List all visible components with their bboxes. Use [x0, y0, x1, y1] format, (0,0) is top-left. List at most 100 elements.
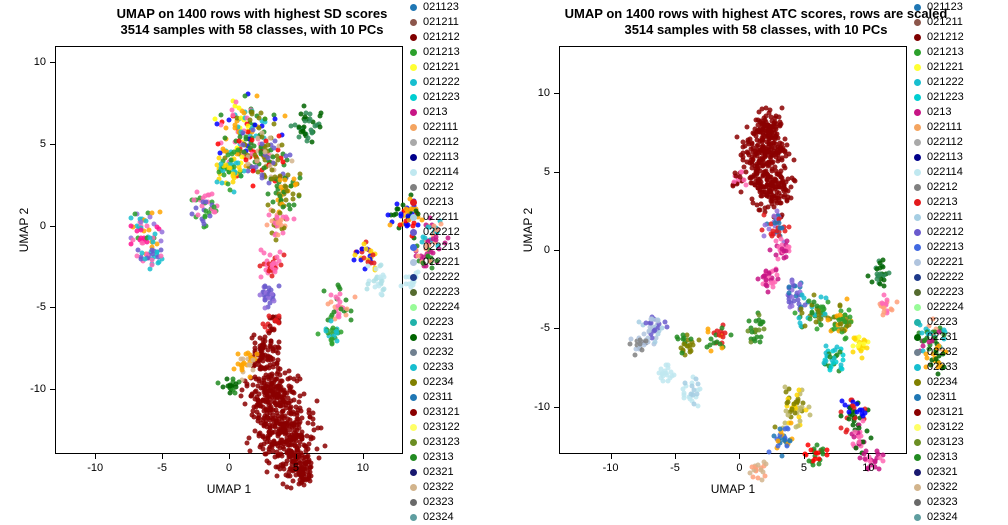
legend-label: 021222	[423, 77, 460, 88]
legend-swatch-icon	[914, 4, 921, 11]
legend-swatch-icon	[410, 124, 417, 131]
scatter-point	[228, 187, 233, 192]
scatter-point	[840, 367, 845, 372]
scatter-point	[246, 130, 251, 135]
legend-item: 022213	[410, 240, 460, 255]
scatter-point	[262, 306, 267, 311]
scatter-point	[648, 317, 653, 322]
y-tick-label: 5	[20, 138, 46, 150]
umap-panel-right: UMAP on 1400 rows with highest ATC score…	[504, 0, 1008, 504]
legend-label: 02311	[423, 392, 453, 403]
legend-item: 023123	[410, 435, 460, 450]
legend-label: 021212	[423, 32, 460, 43]
scatter-point	[783, 389, 788, 394]
scatter-point	[819, 304, 824, 309]
scatter-point	[287, 452, 292, 457]
scatter-point	[783, 409, 788, 414]
legend-label: 022222	[927, 272, 964, 283]
scatter-point	[275, 365, 280, 370]
scatter-point	[793, 310, 798, 315]
legend-label: 021123	[423, 2, 459, 13]
legend-label: 0213	[927, 107, 951, 118]
scatter-point	[302, 454, 307, 459]
scatter-point	[338, 307, 343, 312]
scatter-point	[289, 425, 294, 430]
scatter-point	[768, 189, 773, 194]
scatter-point	[768, 198, 773, 203]
scatter-point	[783, 148, 788, 153]
legend-label: 02234	[423, 377, 454, 388]
legend-swatch-icon	[410, 499, 417, 506]
y-tick-label: 10	[524, 87, 550, 99]
y-axis-label-right: UMAP 2	[521, 180, 535, 280]
scatter-point	[250, 367, 255, 372]
legend-label: 023121	[927, 407, 964, 418]
scatter-point	[762, 153, 767, 158]
scatter-point	[755, 277, 760, 282]
legend-item: 022224	[914, 300, 964, 315]
scatter-point	[238, 363, 243, 368]
scatter-point	[755, 167, 760, 172]
scatter-point	[743, 183, 748, 188]
scatter-point	[856, 426, 861, 431]
scatter-point	[250, 357, 255, 362]
scatter-point	[845, 296, 850, 301]
scatter-point	[759, 107, 764, 112]
scatter-point	[254, 159, 259, 164]
scatter-point	[783, 153, 788, 158]
scatter-point	[309, 436, 314, 441]
scatter-point	[269, 415, 274, 420]
legend-label: 021221	[423, 62, 460, 73]
legend-label: 022113	[423, 152, 459, 163]
legend-swatch-icon	[410, 34, 417, 41]
y-tick	[50, 307, 55, 308]
legend-item: 022222	[410, 270, 460, 285]
legend-item: 022112	[410, 135, 460, 150]
scatter-point	[777, 115, 782, 120]
scatter-point	[387, 222, 392, 227]
scatter-point	[370, 252, 375, 257]
scatter-point	[203, 208, 208, 213]
legend-item: 021222	[914, 75, 964, 90]
scatter-point	[774, 252, 779, 257]
scatter-point	[315, 447, 320, 452]
legend-item: 022221	[410, 255, 460, 270]
legend-swatch-icon	[410, 274, 417, 281]
scatter-point	[674, 335, 679, 340]
legend-item: 02322	[410, 480, 460, 495]
scatter-point	[763, 223, 768, 228]
legend-label: 02313	[423, 452, 454, 463]
scatter-point	[278, 426, 283, 431]
scatter-point	[288, 376, 293, 381]
scatter-point	[239, 388, 244, 393]
scatter-point	[316, 456, 321, 461]
legend-item: 022211	[914, 210, 964, 225]
legend-item: 02223	[410, 315, 460, 330]
legend-label: 021221	[927, 62, 964, 73]
scatter-point	[240, 130, 245, 135]
scatter-point	[277, 177, 282, 182]
scatter-point	[790, 304, 795, 309]
legend-label: 02324	[423, 512, 454, 523]
scatter-point	[786, 245, 791, 250]
scatter-point	[271, 199, 276, 204]
scatter-point	[283, 214, 288, 219]
legend-label: 02322	[927, 482, 958, 493]
scatter-point	[780, 246, 785, 251]
scatter-point	[259, 142, 264, 147]
scatter-point	[275, 345, 280, 350]
scatter-point	[797, 283, 802, 288]
scatter-point	[665, 362, 670, 367]
scatter-point	[365, 287, 370, 292]
legend-item: 02223	[914, 315, 964, 330]
scatter-point	[318, 125, 323, 130]
scatter-point	[797, 315, 802, 320]
scatter-point	[269, 176, 274, 181]
scatter-point	[844, 430, 849, 435]
scatter-point	[274, 408, 279, 413]
scatter-point	[761, 212, 766, 217]
x-tick	[363, 454, 364, 459]
scatter-point	[875, 451, 880, 456]
scatter-point	[843, 335, 848, 340]
legend-item: 023123	[914, 435, 964, 450]
